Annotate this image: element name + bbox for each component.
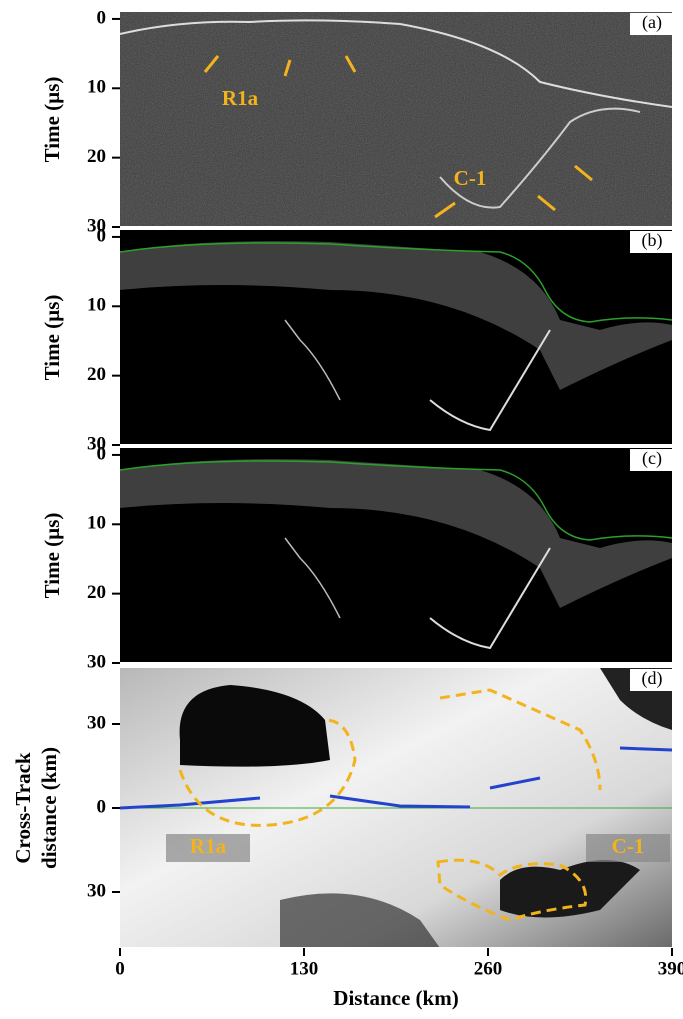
y-tick-label: 30 <box>87 651 106 672</box>
panel-label: (a) <box>642 12 662 33</box>
y-tick-label: 0 <box>97 796 107 817</box>
x-tick-label: 390 <box>658 958 683 979</box>
y-tick-label: 20 <box>87 582 106 603</box>
y-axis-label: Time (µs) <box>40 295 64 381</box>
y-axis-label: Time (µs) <box>40 513 64 599</box>
panel-label: (b) <box>642 230 663 251</box>
y-axis-label: Cross-Track <box>11 752 35 864</box>
figure: 0 10 20 30 (a) Time (µs) R1a C-1 0 10 20 30 (b) Time … <box>0 0 683 1019</box>
y-tick-label: 20 <box>87 364 106 385</box>
y-tick-label: 0 <box>97 443 107 464</box>
radar-noise <box>120 12 672 227</box>
y-tick-label: 10 <box>87 513 106 534</box>
y-tick-label: 10 <box>87 295 106 316</box>
y-axis-label: distance (km) <box>37 747 61 869</box>
x-axis-label: Distance (km) <box>333 986 458 1010</box>
annotation: C-1 <box>612 834 645 858</box>
y-tick-label: 10 <box>87 77 106 98</box>
y-tick-label: 30 <box>87 880 106 901</box>
x-tick-label: 0 <box>115 958 125 979</box>
annotation: R1a <box>190 834 227 858</box>
x-tick-label: 260 <box>474 958 503 979</box>
x-tick-label: 130 <box>290 958 319 979</box>
panel-label: (d) <box>642 668 663 689</box>
y-tick-label: 0 <box>97 225 107 246</box>
y-axis-label: Time (µs) <box>40 77 64 163</box>
annotation: R1a <box>222 86 259 110</box>
y-tick-label: 20 <box>87 146 106 167</box>
y-tick-label: 30 <box>87 712 106 733</box>
y-tick-label: 0 <box>97 7 107 28</box>
panel-label: (c) <box>642 448 662 469</box>
annotation: C-1 <box>454 166 487 190</box>
